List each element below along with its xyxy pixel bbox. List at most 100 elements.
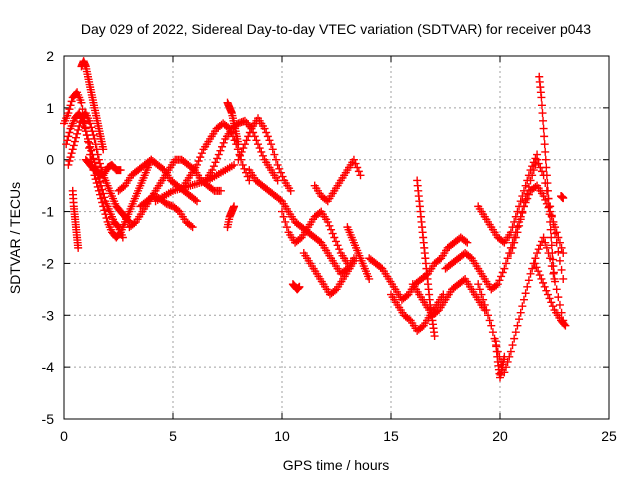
y-tick-label: 1	[46, 100, 54, 116]
data-point	[356, 171, 365, 180]
data-point	[94, 155, 103, 164]
data-point-interp	[88, 127, 97, 136]
data-point-interp	[100, 193, 109, 202]
data-point-interp	[275, 164, 284, 173]
data-point	[513, 207, 522, 216]
data-point	[273, 160, 282, 169]
data-point-interp	[245, 128, 254, 137]
data-point	[286, 186, 295, 195]
data-point-interp	[551, 229, 560, 238]
data-point	[480, 300, 489, 309]
data-point-interp	[534, 267, 543, 276]
data-point	[208, 166, 217, 175]
series-track-21	[343, 223, 374, 283]
data-point-interp	[537, 101, 546, 110]
data-point-interp	[87, 146, 96, 155]
data-point-interp	[477, 290, 486, 299]
data-point-interp	[218, 142, 227, 151]
data-point	[430, 332, 439, 341]
data-point	[62, 140, 71, 149]
data-point-interp	[86, 142, 95, 151]
data-point-interp	[325, 221, 334, 230]
data-point-interp	[74, 125, 83, 134]
data-point-interp	[255, 144, 264, 153]
series-track-18	[288, 280, 304, 294]
data-point-interp	[257, 147, 266, 156]
data-point-interp	[510, 217, 519, 226]
data-point-interp	[542, 163, 551, 172]
data-point-interp	[510, 238, 519, 247]
data-point-interp	[262, 128, 271, 137]
series-track-33	[557, 192, 568, 203]
data-point-interp	[270, 150, 279, 159]
data-point-interp	[547, 298, 556, 307]
data-point-interp	[554, 293, 563, 302]
data-point	[526, 269, 535, 278]
data-point-interp	[508, 223, 517, 232]
x-tick-label: 0	[60, 428, 68, 444]
data-point-interp	[524, 276, 533, 285]
data-point	[513, 321, 522, 330]
data-point	[74, 243, 83, 252]
data-point-interp	[89, 154, 98, 163]
data-point	[230, 160, 239, 169]
data-point	[68, 145, 77, 154]
data-point-interp	[495, 276, 504, 285]
data-point	[500, 352, 509, 361]
data-point-interp	[333, 241, 342, 250]
data-point-interp	[353, 163, 362, 172]
data-point-interp	[515, 221, 524, 230]
data-point-interp	[191, 195, 200, 204]
data-point-interp	[95, 159, 104, 168]
data-point-interp	[534, 245, 543, 254]
data-point-interp	[64, 132, 73, 141]
data-point-interp	[560, 320, 569, 329]
data-point-interp	[528, 264, 537, 273]
data-point-interp	[87, 123, 96, 132]
x-tick-label: 15	[383, 428, 399, 444]
data-point-interp	[354, 167, 363, 176]
y-tick-label: -2	[42, 255, 55, 271]
data-point	[539, 192, 548, 201]
data-point-interp	[124, 216, 133, 225]
data-point-interp	[65, 128, 74, 137]
series-track-20	[310, 155, 365, 206]
data-point-interp	[540, 282, 549, 291]
data-point-interp	[555, 300, 564, 309]
data-point-interp	[503, 254, 512, 263]
series-track-15	[234, 114, 295, 195]
data-point-interp	[547, 241, 556, 250]
series-track-29	[474, 150, 542, 247]
series-track-19	[299, 249, 361, 299]
data-point-interp	[541, 238, 550, 247]
data-point	[552, 238, 561, 247]
data-point-interp	[279, 212, 288, 221]
x-tick-label: 10	[274, 428, 290, 444]
series-track-2	[62, 109, 127, 242]
data-point	[539, 124, 548, 133]
data-point-interp	[281, 217, 290, 226]
data-point	[526, 176, 535, 185]
data-point-interp	[461, 237, 470, 246]
data-point-interp	[328, 229, 337, 238]
data-point-interp	[511, 233, 520, 242]
data-point-interp	[540, 132, 549, 141]
series-track-31	[535, 72, 559, 283]
data-point	[533, 249, 542, 258]
data-point-interp	[98, 185, 107, 194]
data-point	[543, 186, 552, 195]
data-point	[64, 160, 73, 169]
data-point	[86, 119, 95, 128]
data-point-interp	[278, 172, 287, 181]
data-point-interp	[67, 97, 76, 106]
data-point-interp	[516, 215, 525, 224]
y-tick-label: -5	[42, 411, 55, 427]
series-track-14	[223, 202, 239, 232]
data-point-interp	[85, 138, 94, 147]
data-point-interp	[71, 133, 80, 142]
data-point	[323, 217, 332, 226]
data-point-interp	[475, 285, 484, 294]
series-track-32	[530, 259, 570, 330]
data-point-interp	[66, 101, 75, 110]
data-point-interp	[529, 166, 538, 175]
